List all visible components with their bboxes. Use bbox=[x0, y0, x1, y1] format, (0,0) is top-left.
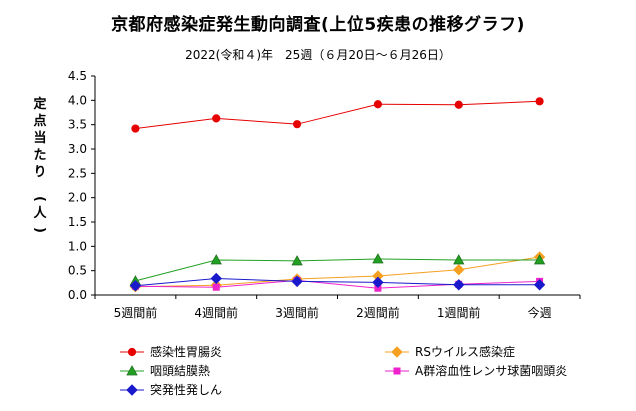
legend-marker bbox=[127, 347, 137, 357]
y-axis-label-char: た bbox=[33, 148, 46, 163]
legend-marker bbox=[126, 384, 138, 396]
series-1 bbox=[131, 97, 544, 133]
data-point bbox=[453, 279, 465, 291]
legend-item: 感染性胃腸炎 bbox=[120, 344, 222, 359]
x-tick-label: 1週間前 bbox=[437, 305, 481, 320]
plot-area: 0.0 0.5 1.0 1.5 2.0 2.5 3.0 3.5 4.0 4.5 5週間前 4週間前 3週… bbox=[68, 69, 581, 320]
y-axis-label-char: 人 bbox=[33, 205, 47, 221]
y-axis-label-char: り bbox=[33, 165, 46, 180]
data-point bbox=[373, 100, 383, 109]
legend-item: RSウイルス感染症 bbox=[385, 344, 515, 359]
legend-marker bbox=[391, 346, 403, 358]
x-tick-label: 今週 bbox=[528, 305, 552, 320]
legend-label: RSウイルス感染症 bbox=[415, 344, 515, 359]
data-point bbox=[212, 114, 221, 123]
data-point bbox=[535, 97, 544, 106]
chart-title: 京都府感染症発生動向調査(上位5疾患の推移グラフ) bbox=[111, 15, 525, 35]
y-axis-label-char: 点 bbox=[33, 113, 46, 129]
data-point bbox=[210, 254, 222, 265]
y-axis-label-char: ( bbox=[32, 196, 47, 202]
data-point bbox=[292, 120, 302, 129]
data-point bbox=[129, 280, 142, 292]
y-tick-label: 0.5 bbox=[68, 264, 87, 278]
legend-marker bbox=[126, 365, 138, 376]
series-line bbox=[135, 100, 540, 130]
data-point bbox=[210, 272, 222, 285]
data-point bbox=[533, 254, 546, 265]
chart-subtitle: 2022(令和４)年 25週（６月20日～６月26日） bbox=[185, 48, 451, 62]
data-point bbox=[453, 254, 465, 265]
legend-marker bbox=[393, 367, 401, 375]
data-point bbox=[453, 263, 465, 276]
y-axis-label-char: 定 bbox=[32, 96, 46, 112]
series-line bbox=[135, 277, 540, 287]
x-tick-label: 3週間前 bbox=[275, 305, 319, 320]
y-axis-label-char: 当 bbox=[33, 130, 46, 146]
y-tick-label: 2.0 bbox=[68, 191, 87, 205]
y-tick-label: 3.0 bbox=[68, 142, 87, 156]
x-tick-label: 5週間前 bbox=[114, 305, 158, 320]
data-point bbox=[291, 275, 303, 288]
series-5 bbox=[129, 272, 546, 292]
x-tick-label: 4週間前 bbox=[194, 305, 238, 320]
legend-item: 咽頭結膜熱 bbox=[120, 364, 210, 378]
y-tick-label: 1.0 bbox=[68, 239, 87, 253]
y-tick-label: 2.5 bbox=[68, 166, 87, 180]
data-point bbox=[454, 100, 463, 109]
data-point bbox=[131, 124, 140, 133]
series-line bbox=[135, 256, 540, 288]
series-2 bbox=[129, 251, 546, 293]
legend-label: 突発性発しん bbox=[150, 382, 222, 397]
data-point bbox=[291, 255, 303, 266]
y-tick-label: 4.5 bbox=[68, 69, 87, 83]
legend-item: A群溶血性レンサ球菌咽頭炎 bbox=[385, 363, 567, 378]
legend-label: 咽頭結膜熱 bbox=[150, 364, 210, 378]
y-axis-label-char: ) bbox=[32, 227, 47, 233]
legend-item: 突発性発しん bbox=[120, 382, 222, 397]
y-tick-label: 1.5 bbox=[68, 215, 87, 229]
y-tick-label: 3.5 bbox=[68, 118, 87, 132]
legend-label: A群溶血性レンサ球菌咽頭炎 bbox=[415, 363, 567, 378]
data-point bbox=[212, 283, 220, 291]
x-tick-label: 2週間前 bbox=[356, 305, 400, 320]
series-line bbox=[135, 258, 540, 282]
data-point bbox=[533, 279, 546, 291]
series-line bbox=[135, 279, 540, 289]
legend-label: 感染性胃腸炎 bbox=[150, 344, 222, 359]
data-point bbox=[372, 276, 384, 289]
y-tick-label: 0.0 bbox=[68, 288, 87, 302]
y-tick-label: 4.0 bbox=[68, 93, 87, 107]
data-point bbox=[372, 253, 384, 264]
